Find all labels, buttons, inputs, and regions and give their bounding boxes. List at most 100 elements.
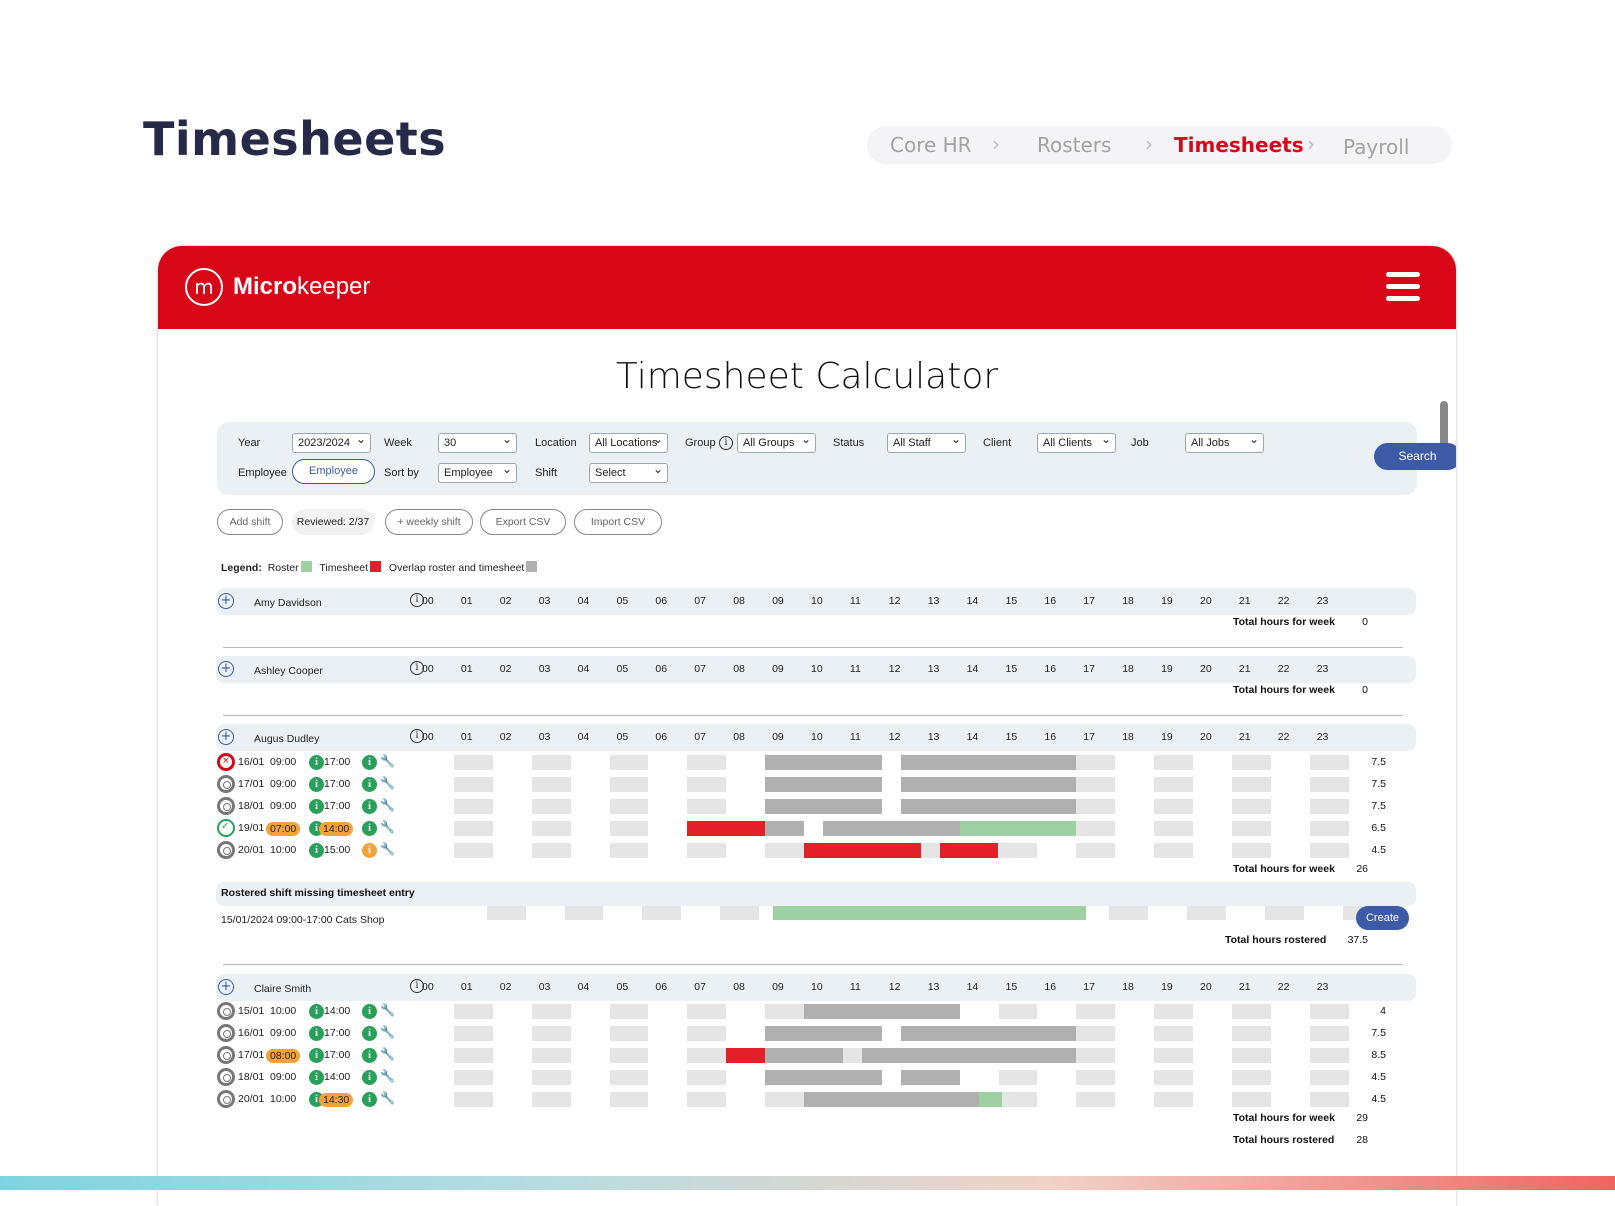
expand-icon[interactable]: + [218, 661, 234, 677]
info-icon[interactable]: i [362, 1026, 377, 1041]
shift-end-time[interactable]: 14:30 [319, 1093, 354, 1107]
info-green-icon[interactable]: i [309, 755, 324, 770]
wrench-icon[interactable]: 🔧 [380, 1003, 395, 1017]
shift-bar[interactable] [901, 1026, 1077, 1041]
year-select[interactable]: 2023/2024 [292, 432, 371, 453]
expand-icon[interactable]: + [218, 593, 234, 609]
shift-bar[interactable] [862, 1048, 1077, 1063]
shift-end-time[interactable]: 17:00 [324, 800, 351, 812]
expand-icon[interactable]: + [218, 729, 234, 745]
wrench-icon[interactable]: 🔧 [380, 1047, 395, 1061]
shift-bar[interactable] [959, 821, 1077, 836]
shift-bar[interactable] [765, 821, 804, 836]
shift-start-time[interactable]: 10:00 [270, 844, 297, 856]
shift-start-time[interactable]: 08:00 [266, 1049, 301, 1063]
scrollbar[interactable] [1440, 401, 1448, 451]
shift-select[interactable]: Select [589, 462, 668, 483]
shift-bar[interactable] [804, 843, 921, 858]
shift-bar[interactable] [901, 799, 1077, 814]
wrench-icon[interactable]: 🔧 [380, 1025, 395, 1039]
info-icon[interactable]: i [362, 821, 377, 836]
shift-end-time[interactable]: 14:00 [319, 822, 354, 836]
shift-bar[interactable] [765, 755, 882, 770]
wrench-icon[interactable]: 🔧 [380, 798, 395, 812]
shift-start-time[interactable]: 09:00 [270, 1027, 297, 1039]
shift-bar[interactable] [765, 1070, 882, 1085]
info-icon[interactable]: i [410, 979, 424, 993]
roster-bar[interactable] [773, 905, 1087, 920]
info-icon[interactable]: i [362, 777, 377, 792]
info-green-icon[interactable]: i [309, 777, 324, 792]
shift-status-icon[interactable] [217, 797, 235, 815]
shift-status-icon[interactable] [217, 775, 235, 793]
info-icon[interactable]: i [362, 755, 377, 770]
info-icon[interactable]: i [362, 1092, 377, 1107]
shift-status-icon[interactable] [217, 1002, 235, 1020]
shift-bar[interactable] [765, 1026, 882, 1041]
shift-start-time[interactable]: 07:00 [266, 822, 301, 836]
shift-bar[interactable] [765, 777, 882, 792]
shift-end-time[interactable]: 14:00 [324, 1005, 351, 1017]
shift-start-time[interactable]: 09:00 [270, 756, 297, 768]
search-button[interactable]: Search [1374, 443, 1456, 470]
info-icon[interactable]: i [410, 593, 424, 607]
breadcrumb-payroll[interactable]: Payroll [1343, 135, 1410, 159]
shift-bar[interactable] [901, 755, 1077, 770]
wrench-icon[interactable]: 🔧 [380, 1091, 395, 1105]
shift-bar[interactable] [940, 843, 999, 858]
shift-start-time[interactable]: 09:00 [270, 778, 297, 790]
info-icon[interactable]: i [362, 1048, 377, 1063]
info-icon[interactable]: i [719, 436, 733, 450]
status-select[interactable]: All Staff [887, 432, 966, 453]
shift-bar[interactable] [901, 1070, 960, 1085]
client-select[interactable]: All Clients [1037, 432, 1116, 453]
import-csv-button[interactable]: Import CSV [574, 509, 662, 535]
employee-picker[interactable]: Employee [292, 459, 375, 484]
add-shift-button[interactable]: Add shift [217, 509, 283, 535]
shift-status-icon[interactable] [217, 819, 235, 837]
weekly-shift-button[interactable]: + weekly shift [385, 509, 473, 535]
info-green-icon[interactable]: i [309, 799, 324, 814]
week-select[interactable]: 30 [438, 432, 517, 453]
info-green-icon[interactable]: i [309, 1048, 324, 1063]
shift-end-time[interactable]: 17:00 [324, 1027, 351, 1039]
shift-status-icon[interactable] [217, 753, 235, 771]
wrench-icon[interactable]: 🔧 [380, 1069, 395, 1083]
sort-by-select[interactable]: Employee [438, 462, 517, 483]
shift-start-time[interactable]: 09:00 [270, 1071, 297, 1083]
info-icon[interactable]: i [410, 729, 424, 743]
info-icon[interactable]: i [362, 1004, 377, 1019]
shift-status-icon[interactable] [217, 1090, 235, 1108]
info-green-icon[interactable]: i [309, 1004, 324, 1019]
location-select[interactable]: All Locations [589, 432, 668, 453]
shift-end-time[interactable]: 17:00 [324, 778, 351, 790]
info-icon[interactable]: i [362, 843, 377, 858]
info-icon[interactable]: i [362, 1070, 377, 1085]
shift-end-time[interactable]: 14:00 [324, 1071, 351, 1083]
shift-status-icon[interactable] [217, 1024, 235, 1042]
info-icon[interactable]: i [410, 661, 424, 675]
breadcrumb-timesheets[interactable]: Timesheets [1174, 133, 1304, 157]
shift-start-time[interactable]: 09:00 [270, 800, 297, 812]
shift-start-time[interactable]: 10:00 [270, 1093, 297, 1105]
shift-bar[interactable] [687, 821, 766, 836]
shift-end-time[interactable]: 15:00 [324, 844, 351, 856]
wrench-icon[interactable]: 🔧 [380, 776, 395, 790]
shift-bar[interactable] [765, 1048, 843, 1063]
shift-bar[interactable] [726, 1048, 766, 1063]
shift-status-icon[interactable] [217, 1046, 235, 1064]
wrench-icon[interactable]: 🔧 [380, 820, 395, 834]
create-button[interactable]: Create [1356, 906, 1409, 930]
shift-bar[interactable] [979, 1092, 1003, 1107]
menu-icon[interactable] [1386, 272, 1420, 306]
shift-bar[interactable] [765, 799, 882, 814]
shift-status-icon[interactable] [217, 1068, 235, 1086]
info-green-icon[interactable]: i [309, 1070, 324, 1085]
wrench-icon[interactable]: 🔧 [380, 754, 395, 768]
shift-bar[interactable] [804, 1092, 980, 1107]
job-select[interactable]: All Jobs [1185, 432, 1264, 453]
shift-bar[interactable] [901, 777, 1077, 792]
shift-status-icon[interactable] [217, 841, 235, 859]
expand-icon[interactable]: + [218, 979, 234, 995]
info-green-icon[interactable]: i [309, 1026, 324, 1041]
